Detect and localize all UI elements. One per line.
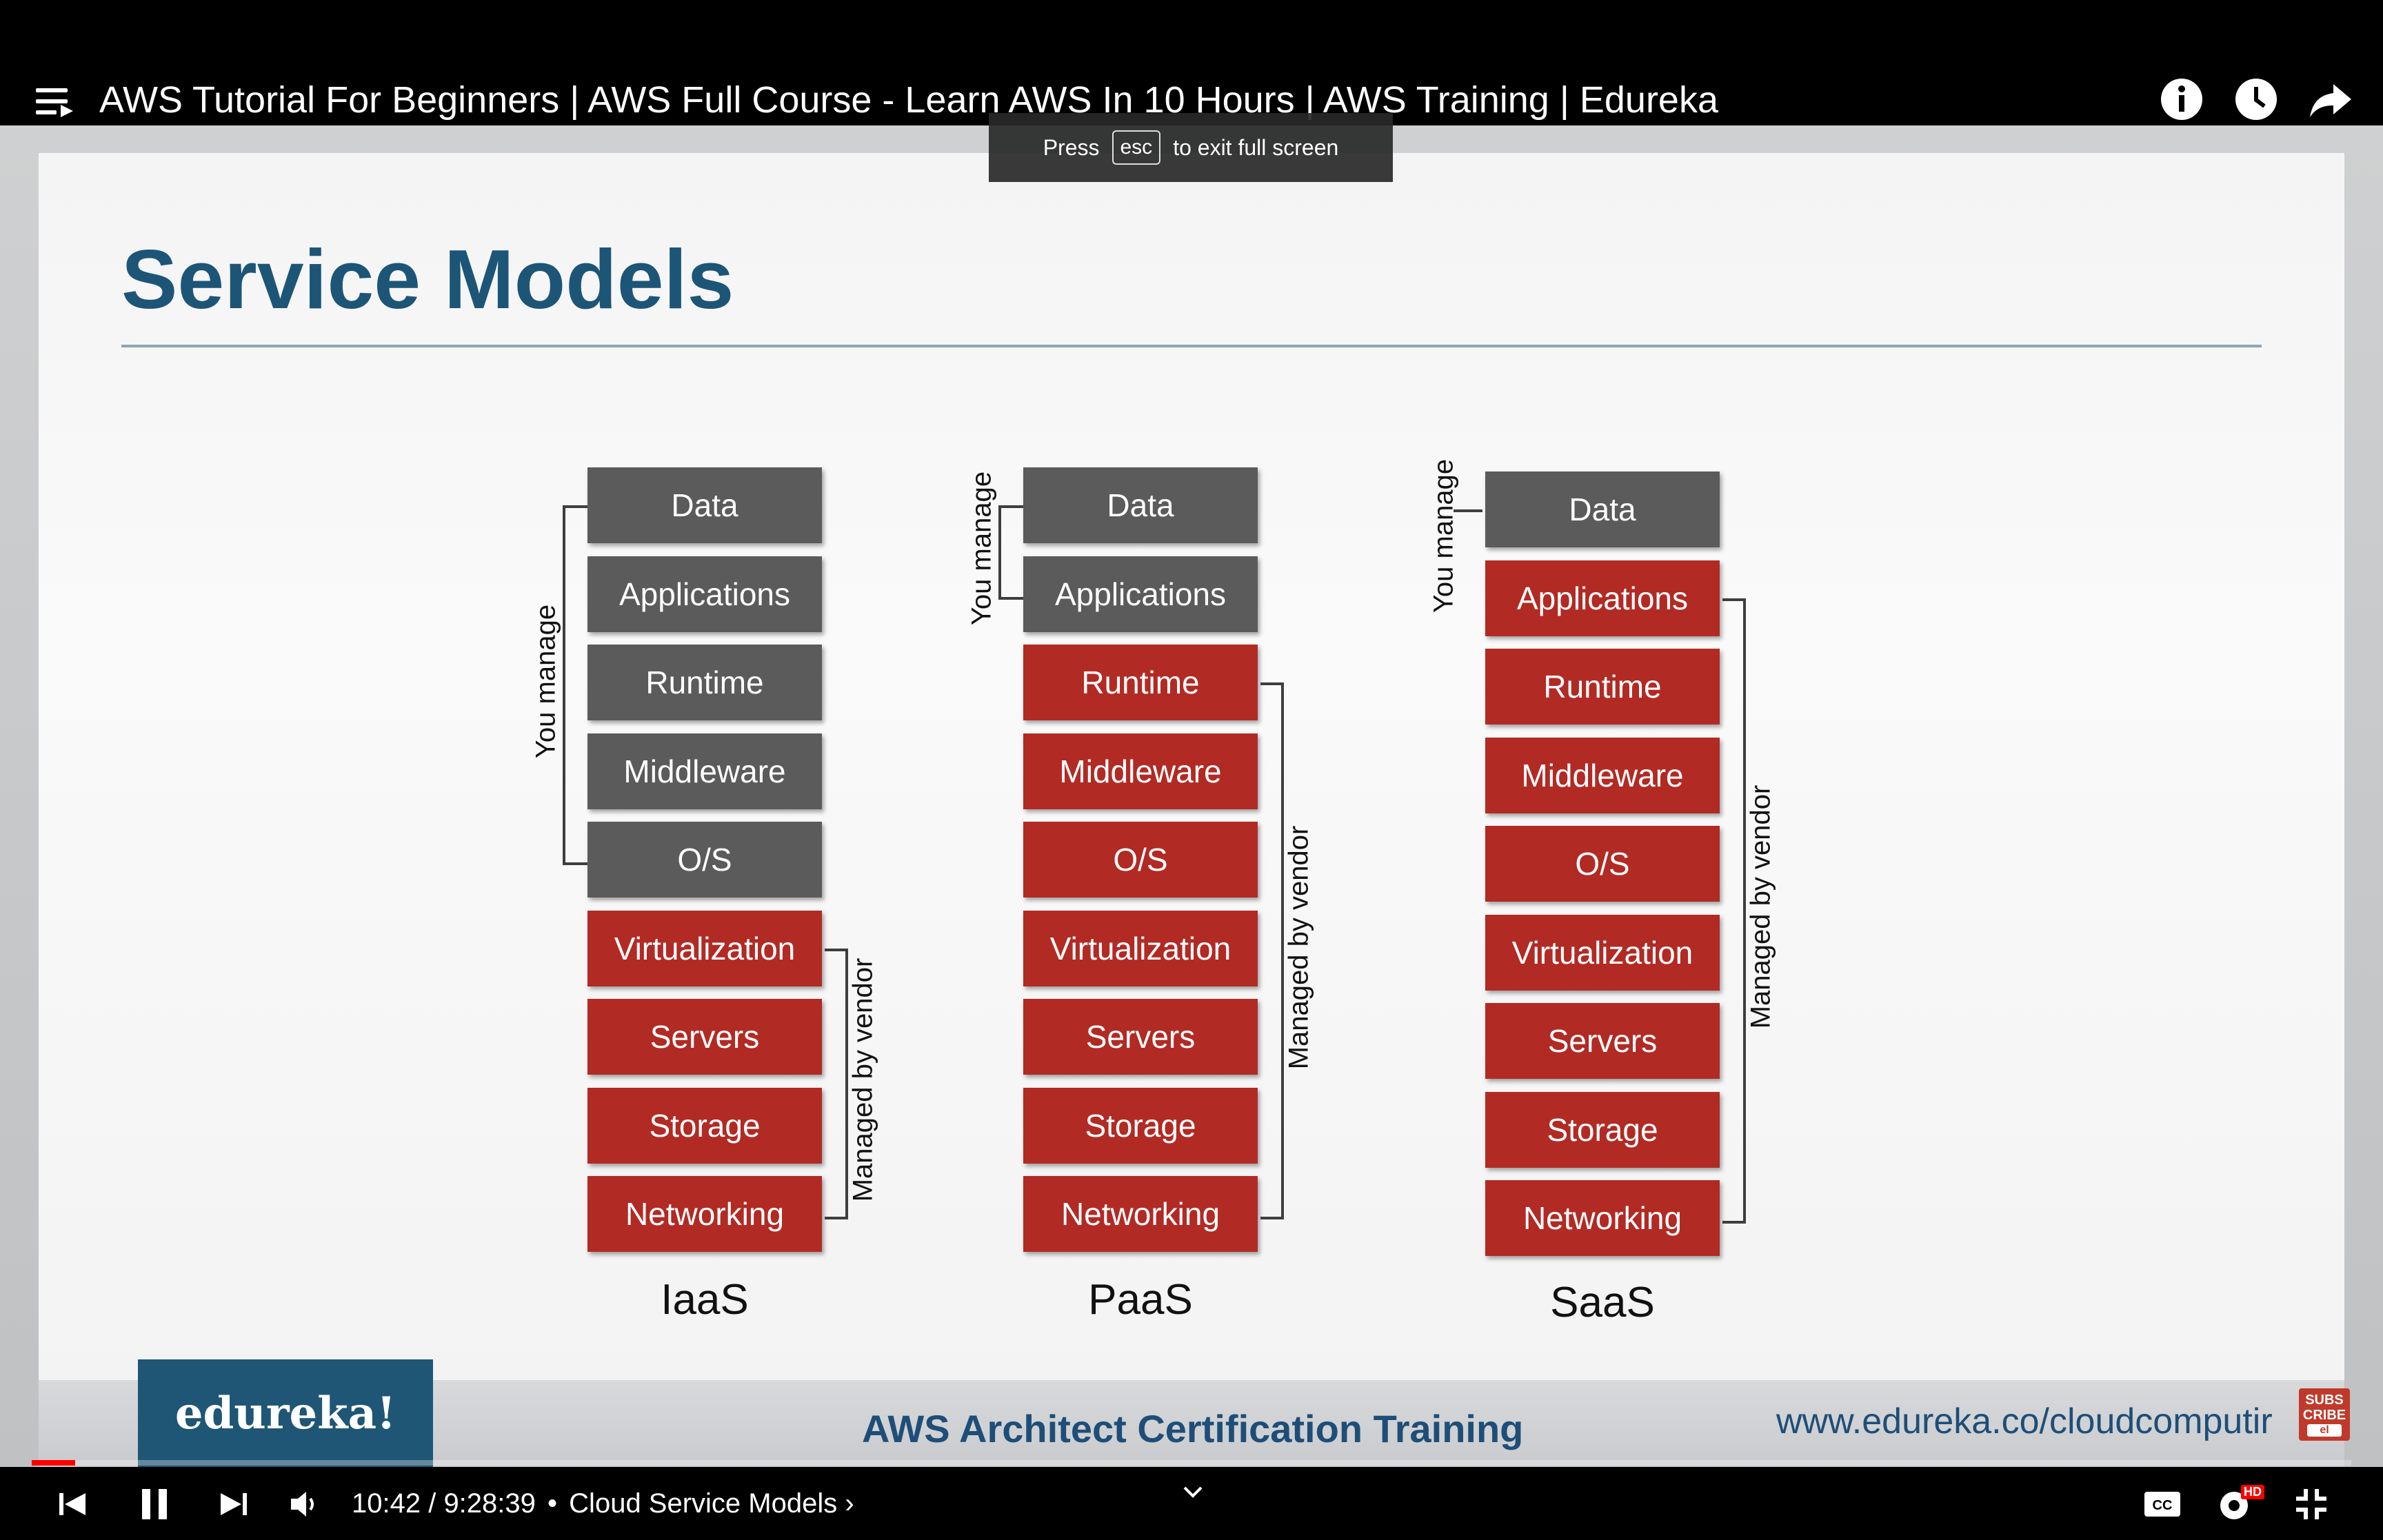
column-label-paas: PaaS [1088,1276,1193,1324]
volume-icon[interactable] [283,1482,327,1526]
you-manage-bracket-saas [1454,509,1482,512]
layer-paas-data: Data [1023,467,1258,543]
banner-course-title: AWS Architect Certification Training [862,1407,1524,1450]
vendor-bracket-iaas [825,948,848,1219]
title-divider [121,345,2262,347]
player-controls [0,1467,2383,1540]
you-manage-label-paas: You manage [966,472,997,626]
captions-icon[interactable]: CC [2140,1482,2184,1526]
svg-text:CC: CC [2153,1498,2173,1513]
top-bar [0,0,2383,125]
subscribe-line-2: CRIBE [2302,1408,2346,1423]
toast-press-text: Press [1043,134,1100,160]
next-icon[interactable] [211,1482,255,1526]
you-manage-label-saas: You manage [1428,458,1459,614]
layer-iaas-storage: Storage [587,1087,822,1164]
progress-bar[interactable] [32,1460,2351,1466]
video-title[interactable]: AWS Tutorial For Beginners | AWS Full Co… [99,79,1718,121]
layer-iaas-virtualization: Virtualization [587,910,822,986]
layer-iaas-runtime: Runtime [587,645,822,720]
layer-saas-networking: Networking [1485,1180,1720,1256]
toast-rest-text: to exit full screen [1173,134,1339,160]
info-icon[interactable] [2157,74,2206,124]
layer-iaas-os: O/S [587,822,822,898]
chevron-down-icon[interactable] [1171,1479,1215,1523]
share-icon[interactable] [2306,74,2355,124]
previous-icon[interactable] [51,1482,95,1526]
menu-icon[interactable] [36,85,73,117]
layer-paas-virtualization: Virtualization [1023,910,1258,986]
slide-title: Service Models [121,232,734,326]
watch-later-icon[interactable] [2231,74,2281,124]
you-manage-bracket-paas [998,505,1023,600]
chapter-title[interactable]: Cloud Service Models [569,1488,838,1519]
subscribe-line-3: el [2307,1424,2342,1437]
layer-iaas-middleware: Middleware [587,733,822,809]
layer-saas-data: Data [1485,472,1720,547]
edureka-logo: edureka! [138,1359,433,1467]
hd-badge: HD [2241,1485,2264,1499]
time-separator: • [547,1488,558,1519]
layer-paas-networking: Networking [1023,1176,1258,1252]
column-label-saas: SaaS [1550,1279,1655,1326]
layer-iaas-data: Data [587,467,822,543]
layer-saas-os: O/S [1485,826,1720,902]
layer-paas-os: O/S [1023,822,1258,898]
layer-saas-virtualization: Virtualization [1485,914,1720,991]
vendor-bracket-saas [1722,598,1746,1224]
layer-paas-storage: Storage [1023,1087,1258,1164]
esc-key-badge: esc [1112,130,1161,165]
progress-fill [32,1460,75,1466]
exit-fullscreen-toast: Press esc to exit full screen [989,113,1393,182]
layer-saas-runtime: Runtime [1485,649,1720,725]
time-readout: 10:42 / 9:28:39 [352,1488,536,1519]
managed-by-vendor-label-iaas: Managed by vendor [847,958,878,1202]
chapter-chevron-icon: › [845,1488,854,1519]
you-manage-label-iaas: You manage [530,604,561,759]
subscribe-icon[interactable]: SUBS CRIBE el [2299,1388,2350,1441]
banner-url: www.edureka.co/cloudcomputir [1776,1401,2273,1441]
exit-fullscreen-icon[interactable] [2289,1482,2333,1526]
managed-by-vendor-label-paas: Managed by vendor [1283,825,1314,1069]
layer-paas-middleware: Middleware [1023,733,1258,809]
pause-icon[interactable] [132,1482,177,1526]
layer-iaas-networking: Networking [587,1176,822,1252]
layer-saas-storage: Storage [1485,1091,1720,1168]
managed-by-vendor-label-saas: Managed by vendor [1745,784,1776,1029]
layer-iaas-applications: Applications [587,556,822,632]
layer-saas-middleware: Middleware [1485,737,1720,813]
layer-paas-servers: Servers [1023,999,1258,1075]
you-manage-bracket-iaas [563,505,587,865]
settings-icon[interactable]: HD [2215,1482,2264,1526]
layer-paas-applications: Applications [1023,556,1258,632]
layer-saas-servers: Servers [1485,1003,1720,1079]
subscribe-line-1: SUBS [2305,1392,2344,1408]
vendor-bracket-paas [1260,682,1284,1219]
layer-iaas-servers: Servers [587,999,822,1075]
layer-saas-applications: Applications [1485,560,1720,636]
time-display[interactable]: 10:42 / 9:28:39 • Cloud Service Models › [352,1485,854,1522]
layer-paas-runtime: Runtime [1023,645,1258,720]
column-label-iaas: IaaS [661,1276,749,1324]
